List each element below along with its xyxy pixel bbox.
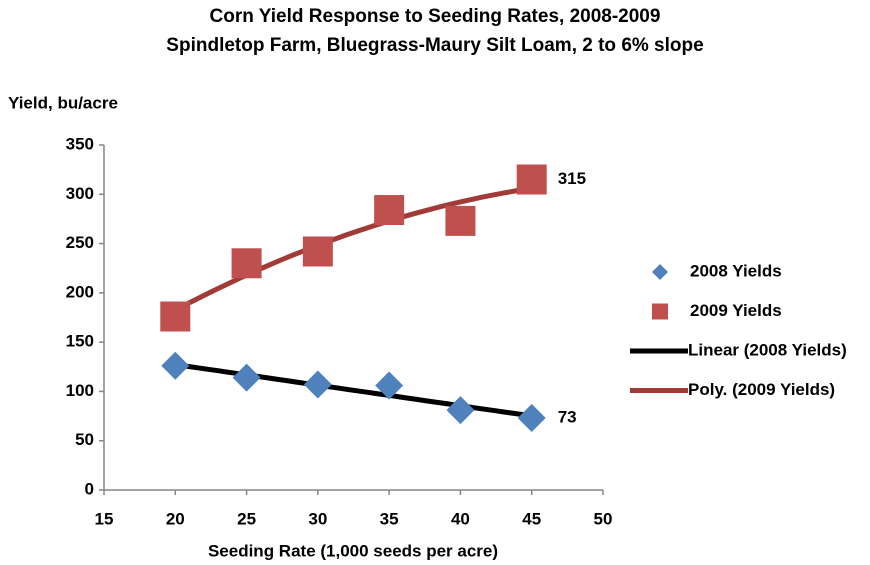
trendline (174, 362, 533, 419)
x-tick-label: 20 (166, 509, 185, 528)
y-tick-label: 100 (66, 381, 94, 400)
point (517, 404, 546, 433)
x-tick-label: 45 (522, 509, 541, 528)
legend-marker (652, 264, 668, 280)
point (445, 205, 476, 236)
x-axis-label: Seeding Rate (1,000 seeds per acre) (208, 541, 498, 560)
legend-marker (652, 303, 668, 320)
y-tick-label: 0 (85, 479, 94, 498)
data-label: 315 (558, 169, 586, 188)
point (375, 371, 404, 400)
x-tick-label: 15 (95, 509, 114, 528)
legend-label: Poly. (2009 Yields) (688, 380, 835, 399)
y-tick-label: 150 (66, 332, 94, 351)
point (516, 164, 547, 195)
x-tick-label: 50 (594, 509, 613, 528)
point (446, 396, 475, 425)
y-tick-label: 200 (66, 282, 94, 301)
data-label: 73 (558, 408, 577, 427)
chart-title: Corn Yield Response to Seeding Rates, 20… (210, 6, 661, 27)
point (302, 236, 333, 267)
point (231, 248, 262, 279)
point (232, 363, 261, 392)
point (374, 195, 405, 226)
legend-label: 2009 Yields (690, 301, 782, 320)
legend-label: 2008 Yields (690, 261, 782, 280)
point (161, 351, 190, 380)
x-tick-label: 30 (308, 509, 327, 528)
chart-subtitle: Spindletop Farm, Bluegrass-Maury Silt Lo… (166, 35, 703, 56)
x-tick-label: 35 (380, 509, 399, 528)
y-tick-label: 250 (66, 233, 94, 252)
point (303, 370, 332, 399)
y-tick-label: 50 (75, 430, 94, 449)
legend-label: Linear (2008 Yields) (688, 340, 847, 359)
y-tick-label: 350 (66, 134, 94, 153)
trendline (174, 185, 533, 313)
x-tick-label: 25 (237, 509, 256, 528)
y-axis-label: Yield, bu/acre (8, 93, 118, 112)
x-tick-label: 40 (451, 509, 470, 528)
point (160, 301, 191, 332)
y-tick-label: 300 (66, 184, 94, 203)
